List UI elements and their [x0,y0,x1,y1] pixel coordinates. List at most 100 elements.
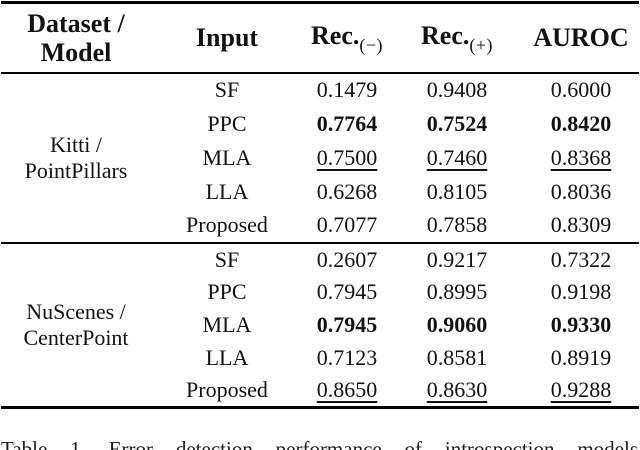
rec-positive-value: 0.8581 [426,345,488,370]
auroc-value: 0.8309 [550,212,612,237]
dataset-label-line1: NuScenes / [26,298,126,324]
metric-value: 0.7500 [303,141,391,175]
table-row: PPC 0.7945 0.8995 0.9198 [1,276,639,309]
rec-negative-value: 0.7945 [316,312,378,337]
input-label: SF [214,77,240,102]
metric-value: 0.9198 [523,276,639,309]
table-row: LLA 0.6268 0.8105 0.8036 [1,175,639,209]
rec-positive-value: 0.9408 [426,77,488,102]
metric-value: 0.8581 [391,342,523,375]
auroc-value: 0.8368 [550,144,612,170]
header-dataset-model-line2: Model [40,37,112,67]
rec-positive-value: 0.7858 [426,212,488,237]
table-caption: Table 1. Error detection performance of … [1,437,638,450]
metric-value: 0.8650 [303,375,391,408]
input-label: LLA [205,345,249,370]
rec-positive-value: 0.9217 [426,246,488,272]
table-row: Kitti / PointPillars SF 0.1479 0.9408 0.… [1,73,639,183]
input-label: PPC [207,279,247,304]
metric-value: 0.9217 [391,243,523,276]
auroc-value: 0.9288 [550,377,612,403]
dataset-label-line1: Kitti / [50,131,102,157]
metric-value: 0.7945 [303,309,391,342]
rec-positive-value: 0.7460 [426,144,488,170]
input-label: MLA [202,312,252,337]
rec-negative-value: 0.1479 [316,77,378,102]
header-rec-negative-subscript: (−) [359,34,383,55]
results-table: Dataset / Model Input Rec.(−) Rec.(+) AU… [1,1,639,409]
metric-value: 0.9330 [523,309,639,342]
dataset-label-kitti-pointpillars: Kitti / PointPillars [1,73,151,243]
auroc-value: 0.8420 [550,110,612,136]
block-kitti-pointpillars: Kitti / PointPillars SF 0.1479 0.9408 0.… [1,73,639,243]
metric-value: 0.7524 [391,107,523,141]
rec-positive-value: 0.8105 [426,178,488,204]
input-label: Proposed [186,377,268,403]
rec-negative-value: 0.8650 [316,377,378,403]
table-row: PPC 0.7764 0.7524 0.8420 [1,107,639,141]
table-row: Proposed 0.8650 0.8630 0.9288 [1,375,639,408]
header-input: Input [195,23,259,53]
auroc-value: 0.8036 [550,178,612,204]
header-auroc: AUROC [533,23,629,53]
header-row: Dataset / Model Input Rec.(−) Rec.(+) AU… [1,3,639,73]
metric-value: 0.8630 [391,375,523,408]
header-rec-positive-subscript: (+) [469,34,493,55]
header-dataset-model-line1: Dataset / [27,8,125,38]
table-row: MLA 0.7500 0.7460 0.8368 [1,141,639,175]
metric-value: 0.9408 [391,73,523,107]
metric-value: 0.7460 [391,141,523,175]
metric-value: 0.7858 [391,209,523,243]
auroc-value: 0.6000 [550,77,612,102]
metric-value: 0.9060 [391,309,523,342]
rec-negative-value: 0.7500 [316,144,378,170]
metric-value: 0.6000 [523,73,639,107]
table-header: Dataset / Model Input Rec.(−) Rec.(+) AU… [1,3,639,73]
table-row: MLA 0.7945 0.9060 0.9330 [1,309,639,342]
input-label: Proposed [186,212,268,237]
metric-value: 0.8420 [523,107,639,141]
rec-negative-value: 0.7123 [316,345,378,370]
auroc-value: 0.9330 [550,312,612,337]
dataset-label-nuscenes-centerpoint: NuScenes / CenterPoint [1,243,151,408]
metric-value: 0.7322 [523,243,639,276]
rec-positive-value: 0.8630 [426,377,488,403]
input-label: MLA [202,144,252,170]
auroc-value: 0.7322 [550,246,612,272]
rec-negative-value: 0.7077 [316,212,378,237]
metric-value: 0.8036 [523,175,639,209]
metric-value: 0.2607 [303,243,391,276]
rec-negative-value: 0.7945 [316,279,378,304]
header-dataset-model: Dataset / Model [1,3,151,73]
metric-value: 0.6268 [303,175,391,209]
metric-value: 0.9288 [523,375,639,408]
table-row: LLA 0.7123 0.8581 0.8919 [1,342,639,375]
metric-value: 0.7945 [303,276,391,309]
rec-negative-value: 0.7764 [316,110,378,136]
header-rec-positive: Rec.(+) [391,3,523,73]
rec-positive-value: 0.9060 [426,312,488,337]
rec-negative-value: 0.6268 [316,178,378,204]
rec-negative-value: 0.2607 [316,246,378,272]
metric-value: 0.1479 [303,73,391,107]
header-rec-positive-base: Rec. [421,20,470,50]
auroc-value: 0.8919 [550,345,612,370]
metric-value: 0.7077 [303,209,391,243]
dataset-label-line2: PointPillars [24,157,128,183]
input-label: SF [214,246,240,272]
metric-value: 0.7764 [303,107,391,141]
input-label: PPC [207,110,247,136]
metric-value: 0.8309 [523,209,639,243]
metric-value: 0.8368 [523,141,639,175]
metric-value: 0.8919 [523,342,639,375]
header-rec-negative: Rec.(−) [303,3,391,73]
metric-value: 0.7123 [303,342,391,375]
dataset-label-line2: CenterPoint [23,324,129,350]
metric-value: 0.8105 [391,175,523,209]
rec-positive-value: 0.7524 [426,110,488,136]
table-row: Proposed 0.7077 0.7858 0.8309 [1,209,639,243]
rec-positive-value: 0.8995 [426,279,488,304]
block-nuscenes-centerpoint: NuScenes / CenterPoint SF 0.2607 0.9217 … [1,242,639,408]
auroc-value: 0.9198 [550,279,612,304]
input-label: LLA [205,178,249,204]
